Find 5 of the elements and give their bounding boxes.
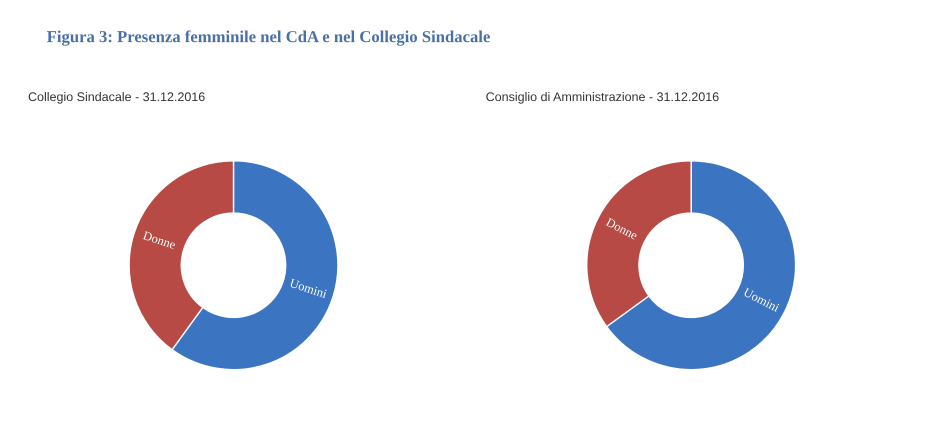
slice-label: Donne [142, 231, 176, 250]
slice-label: Uomini [289, 278, 328, 298]
chart-title: Collegio Sindacale - 31.12.2016 [28, 92, 205, 104]
text: Figura 3: Presenza femminile nel CdA e nel Collegio Sindacale [46, 30, 490, 46]
chart-title: Consiglio di Amministrazione - 31.12.2016 [486, 92, 719, 104]
